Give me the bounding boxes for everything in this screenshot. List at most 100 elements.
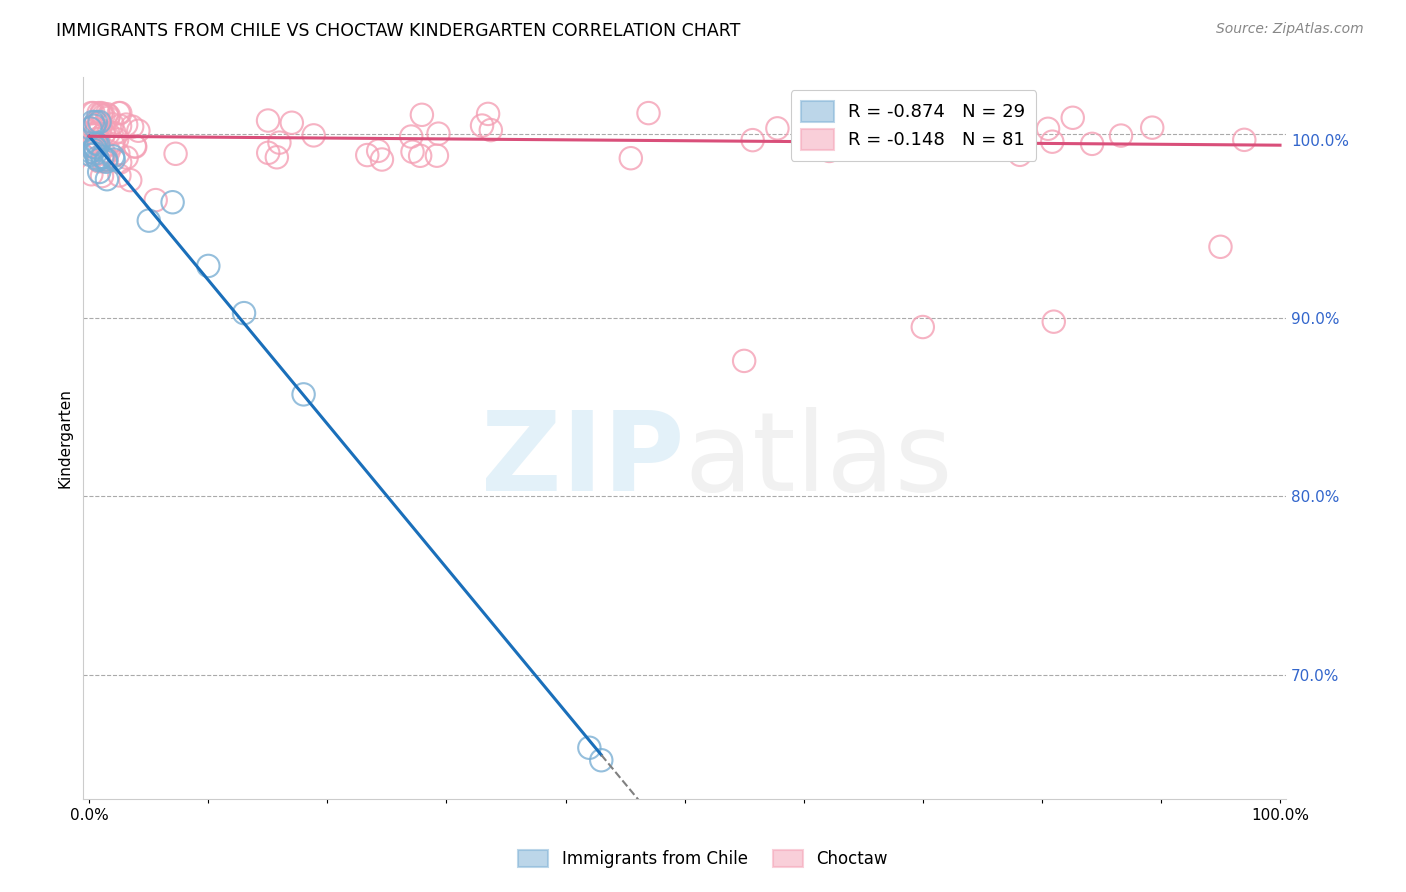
- Point: [138, 213, 160, 227]
- Point: [93, 127, 115, 141]
- Point: [87, 132, 110, 146]
- Point: [269, 136, 291, 150]
- Point: [477, 107, 499, 121]
- Point: [84, 146, 107, 161]
- Point: [79, 121, 101, 136]
- Point: [108, 155, 131, 169]
- Point: [93, 145, 115, 160]
- Point: [257, 145, 280, 160]
- Point: [121, 120, 143, 134]
- Point: [145, 193, 167, 207]
- Point: [94, 153, 117, 167]
- Point: [911, 320, 934, 334]
- Point: [93, 108, 115, 122]
- Point: [87, 137, 110, 152]
- Point: [1036, 121, 1059, 136]
- Point: [87, 106, 110, 120]
- Point: [84, 140, 107, 154]
- Point: [86, 136, 108, 151]
- Point: [101, 117, 124, 131]
- Point: [97, 111, 120, 125]
- Legend: R = -0.874   N = 29, R = -0.148   N = 81: R = -0.874 N = 29, R = -0.148 N = 81: [790, 90, 1036, 161]
- Point: [101, 149, 124, 163]
- Point: [411, 108, 433, 122]
- Point: [87, 116, 110, 130]
- Point: [733, 354, 755, 368]
- Point: [1140, 120, 1163, 135]
- Point: [97, 109, 120, 123]
- Text: ZIP: ZIP: [481, 407, 685, 514]
- Point: [1040, 135, 1063, 149]
- Point: [96, 153, 118, 167]
- Point: [90, 106, 112, 120]
- Point: [162, 195, 184, 210]
- Point: [87, 153, 110, 167]
- Point: [87, 154, 110, 169]
- Point: [89, 115, 111, 129]
- Point: [79, 145, 101, 159]
- Point: [91, 154, 114, 169]
- Legend: Immigrants from Chile, Choctaw: Immigrants from Chile, Choctaw: [512, 843, 894, 875]
- Point: [115, 151, 138, 165]
- Point: [620, 151, 643, 165]
- Point: [104, 126, 127, 140]
- Y-axis label: Kindergarten: Kindergarten: [58, 389, 72, 489]
- Point: [96, 172, 118, 186]
- Point: [80, 106, 103, 120]
- Point: [83, 135, 105, 149]
- Point: [367, 144, 389, 158]
- Point: [82, 115, 104, 129]
- Point: [830, 128, 852, 143]
- Point: [302, 128, 325, 143]
- Point: [741, 133, 763, 147]
- Point: [127, 124, 149, 138]
- Point: [1109, 128, 1132, 143]
- Point: [97, 145, 120, 159]
- Point: [79, 138, 101, 153]
- Point: [83, 119, 105, 133]
- Point: [1209, 240, 1232, 254]
- Point: [257, 113, 280, 128]
- Point: [124, 140, 146, 154]
- Point: [197, 259, 219, 273]
- Point: [591, 753, 613, 767]
- Point: [82, 106, 104, 120]
- Point: [1233, 133, 1256, 147]
- Point: [101, 137, 124, 152]
- Point: [973, 124, 995, 138]
- Point: [115, 118, 138, 132]
- Point: [89, 165, 111, 179]
- Point: [103, 153, 125, 167]
- Point: [83, 141, 105, 155]
- Point: [91, 150, 114, 164]
- Point: [281, 116, 304, 130]
- Point: [637, 106, 659, 120]
- Point: [578, 740, 600, 755]
- Point: [84, 126, 107, 140]
- Text: Source: ZipAtlas.com: Source: ZipAtlas.com: [1216, 22, 1364, 37]
- Point: [110, 106, 132, 120]
- Point: [766, 121, 789, 136]
- Point: [108, 119, 131, 133]
- Point: [1062, 111, 1084, 125]
- Point: [97, 127, 120, 141]
- Point: [401, 145, 423, 159]
- Point: [165, 146, 187, 161]
- Point: [233, 306, 256, 320]
- Point: [91, 169, 114, 183]
- Point: [79, 148, 101, 162]
- Point: [120, 173, 142, 187]
- Point: [86, 151, 108, 165]
- Point: [90, 107, 112, 121]
- Point: [356, 148, 378, 162]
- Point: [399, 129, 422, 144]
- Point: [804, 106, 827, 120]
- Point: [84, 115, 107, 129]
- Point: [1042, 315, 1064, 329]
- Point: [426, 149, 449, 163]
- Point: [371, 153, 394, 167]
- Point: [94, 154, 117, 169]
- Point: [80, 167, 103, 181]
- Point: [83, 143, 105, 157]
- Point: [124, 139, 146, 153]
